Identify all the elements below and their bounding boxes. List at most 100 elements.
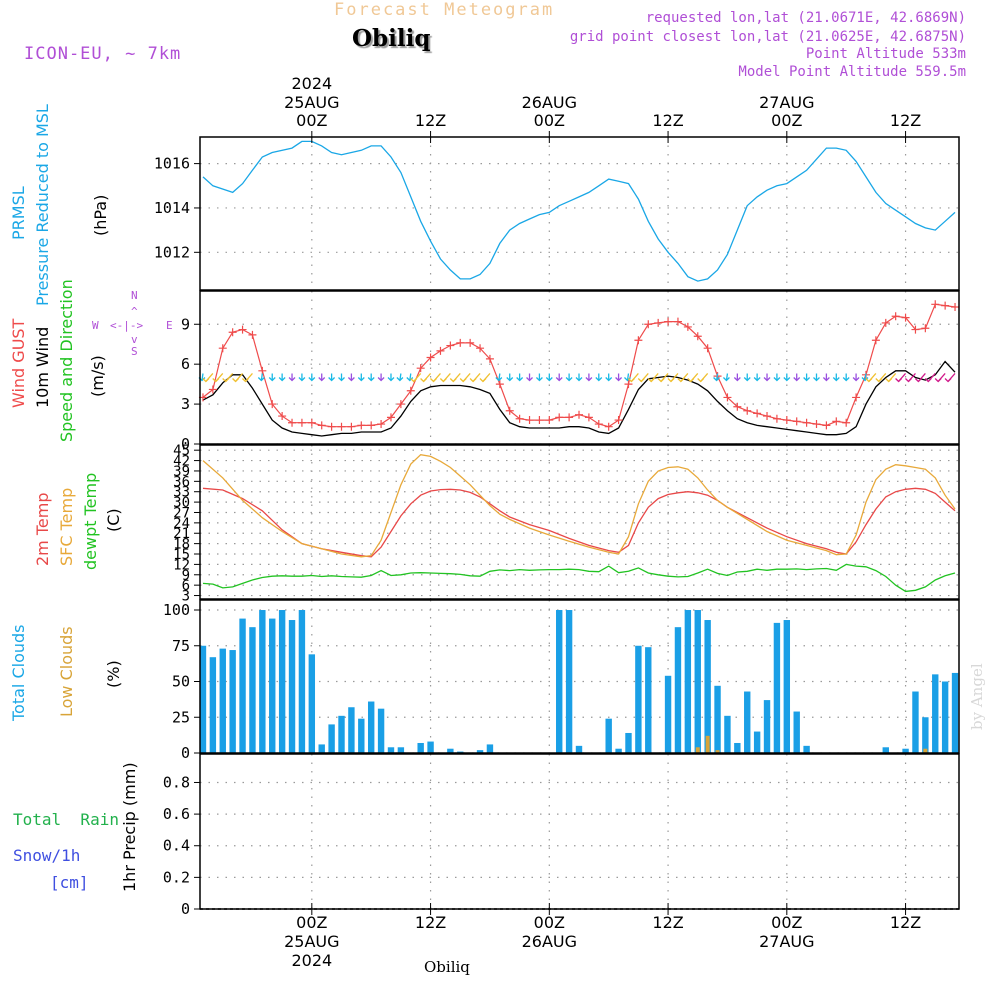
wind-arrow-head xyxy=(396,377,404,382)
y-tick-label: 0.8 xyxy=(163,773,190,791)
wind-arrow-head xyxy=(842,377,850,382)
top-date-label: 26AUG xyxy=(521,93,578,112)
total-cloud-bar xyxy=(387,747,395,753)
wind-arrow-head xyxy=(449,378,457,383)
wind-arrow-head xyxy=(647,378,655,383)
wind-arrow-head xyxy=(697,378,705,383)
gust-marker xyxy=(248,330,257,339)
station-name: Obiliq xyxy=(352,25,431,52)
low-cloud-bar xyxy=(695,747,700,753)
panel-frame xyxy=(199,136,960,291)
gust-marker xyxy=(436,346,445,355)
total-cloud-bar xyxy=(664,675,672,753)
gust-marker xyxy=(208,385,217,394)
gust-marker xyxy=(644,320,653,329)
wind-arrow-head xyxy=(439,378,447,383)
y-tick-label: 1012 xyxy=(154,243,190,261)
gust-marker xyxy=(555,413,564,422)
total-cloud-bar xyxy=(645,647,652,753)
gust-marker xyxy=(871,336,880,345)
wind-arrow-head xyxy=(298,377,306,382)
y-tick-label: 30 xyxy=(173,495,190,511)
y-tick-label: 3 xyxy=(181,395,190,413)
wind-arrow-head xyxy=(469,378,477,383)
series-10m-wind xyxy=(202,360,956,437)
gust-marker xyxy=(575,410,584,419)
total-cloud-bar xyxy=(941,681,949,753)
bottom-year-label: 2024 xyxy=(291,951,333,970)
gust-marker xyxy=(911,325,920,334)
gust-marker xyxy=(377,420,386,429)
gust-marker xyxy=(278,412,287,421)
panel-frame xyxy=(199,444,960,600)
y-tick-label: 0 xyxy=(181,744,190,762)
gust-marker xyxy=(495,380,504,389)
wind-arrow-head xyxy=(875,378,883,383)
total-cloud-bar xyxy=(219,648,226,753)
total-cloud-bar xyxy=(269,618,276,753)
low-cloud-bar xyxy=(705,735,710,753)
gridpoint-coords: grid point closest lon,lat (21.0625E, 42… xyxy=(569,29,966,45)
gust-marker xyxy=(594,420,603,429)
total-cloud-bar xyxy=(694,610,701,753)
wind-arrow-head xyxy=(627,378,635,383)
y-tick-label: 1014 xyxy=(154,199,190,217)
wind-arrow-head xyxy=(914,378,922,383)
gust-marker xyxy=(782,416,791,425)
total-cloud-bar xyxy=(328,724,335,753)
compass-west: W xyxy=(92,319,99,332)
model-altitude: Model Point Altitude 559.5m xyxy=(738,64,966,80)
total-cloud-bar xyxy=(932,674,939,753)
top-hour-label: 00Z xyxy=(533,111,565,130)
y-tick-label: 27 xyxy=(173,505,190,521)
wind-direction-arrow xyxy=(409,373,412,381)
gust-marker xyxy=(238,325,247,334)
gust-marker xyxy=(347,422,356,431)
gust-marker xyxy=(792,417,801,426)
y-tick-label: 45 xyxy=(173,443,190,459)
wind-direction-arrow xyxy=(725,373,729,381)
gust-marker xyxy=(852,393,861,402)
gust-marker xyxy=(584,413,593,422)
chart-title: Forecast Meteogram xyxy=(334,0,555,20)
total-cloud-bar xyxy=(427,741,434,753)
total-cloud-bar xyxy=(724,715,731,753)
wind-arrow-head xyxy=(585,377,593,382)
total-cloud-bar xyxy=(951,672,959,753)
wind-direction-arrow xyxy=(626,373,630,381)
panel-pressure xyxy=(194,136,960,291)
series-prmsl xyxy=(202,140,956,282)
gust-marker xyxy=(604,422,613,431)
bottom-hour-label: 00Z xyxy=(533,913,565,932)
wind-arrow-head xyxy=(526,377,533,382)
total-cloud-bar xyxy=(882,747,889,753)
wind-direction-arrow xyxy=(399,373,402,381)
y-tick-label: 33 xyxy=(173,485,190,501)
label-snow-unit: [cm] xyxy=(50,873,89,892)
total-cloud-bar xyxy=(298,610,306,753)
wind-arrow-head xyxy=(232,378,240,383)
y-tick-label: 50 xyxy=(172,673,190,691)
series-dewpt-temp xyxy=(202,563,956,593)
wind-direction-arrow xyxy=(260,373,263,381)
total-cloud-bar xyxy=(714,685,721,753)
gust-marker xyxy=(268,400,277,409)
wind-arrow-head xyxy=(803,377,811,382)
y-tick-label: 3 xyxy=(182,589,190,605)
total-cloud-bar xyxy=(744,691,751,753)
top-hour-label: 12Z xyxy=(889,111,922,130)
compass-down: v xyxy=(131,333,138,346)
wind-arrow-head xyxy=(257,377,265,382)
y-tick-label: 100 xyxy=(163,601,190,619)
gust-marker xyxy=(288,418,297,427)
total-cloud-bar xyxy=(635,645,642,753)
wind-arrow-head xyxy=(813,377,820,382)
total-cloud-bar xyxy=(229,650,236,753)
total-cloud-bar xyxy=(773,622,781,753)
total-cloud-bar xyxy=(783,620,791,753)
gust-marker xyxy=(703,344,712,353)
total-cloud-bar xyxy=(367,701,375,753)
total-cloud-bar xyxy=(476,750,484,753)
total-cloud-bar xyxy=(912,691,919,753)
